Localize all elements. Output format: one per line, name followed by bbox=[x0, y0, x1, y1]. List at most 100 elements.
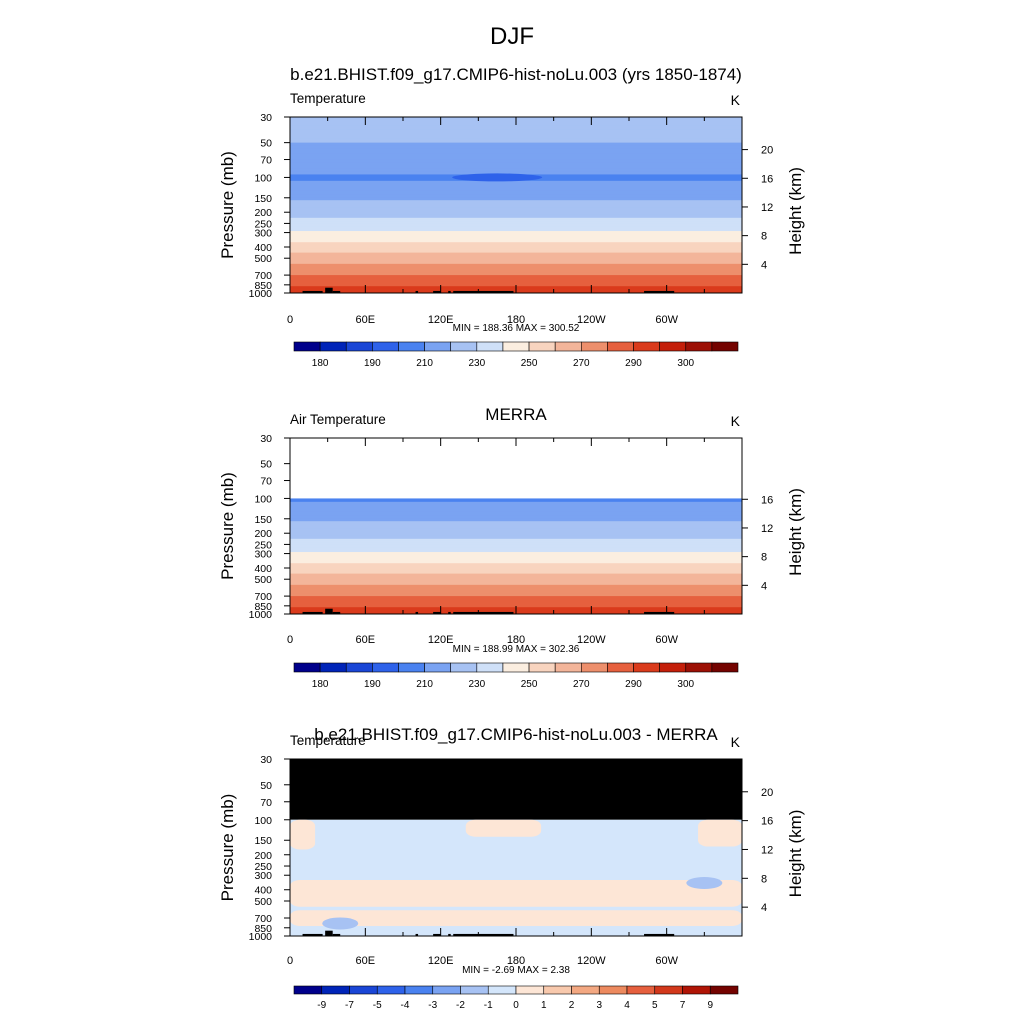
contour-band bbox=[290, 272, 742, 276]
colorbar-swatch bbox=[543, 985, 572, 995]
panel-title: b.e21.BHIST.f09_g17.CMIP6-hist-noLu.003 … bbox=[314, 725, 718, 744]
contour-band bbox=[290, 221, 742, 224]
contour-band bbox=[290, 600, 742, 604]
y-tick-label: 400 bbox=[254, 885, 272, 897]
topography bbox=[448, 290, 451, 293]
colorbar: -9 -7 -5 -4 -3 -2 -1 0 1 2 3 4 5 7 9 bbox=[293, 985, 739, 1011]
topography bbox=[453, 290, 514, 293]
colorbar-label: -2 bbox=[456, 1000, 465, 1011]
contour-band bbox=[290, 518, 742, 522]
colorbar-swatch bbox=[607, 341, 634, 352]
colorbar-swatch bbox=[398, 662, 425, 673]
colorbar-swatch bbox=[598, 985, 628, 995]
topography bbox=[332, 933, 341, 936]
contour-band bbox=[290, 226, 742, 229]
colorbar-label: 290 bbox=[625, 679, 642, 690]
contour-band bbox=[290, 145, 742, 149]
colorbar-swatch bbox=[633, 341, 660, 352]
y-tick-label: 300 bbox=[254, 549, 272, 561]
y-tick-label: 250 bbox=[254, 218, 272, 230]
height-tick-label: 4 bbox=[761, 259, 767, 271]
contour-band bbox=[290, 219, 742, 223]
y-tick-label: 400 bbox=[254, 563, 272, 575]
colorbar-label: 180 bbox=[312, 358, 329, 369]
contour-band bbox=[290, 217, 742, 221]
colorbar-swatch bbox=[682, 985, 711, 995]
contour-band bbox=[290, 266, 742, 270]
y-tick-label: 50 bbox=[260, 138, 272, 150]
colorbar: 180 190 210 230 250 270 290 300 bbox=[293, 341, 739, 369]
colorbar-swatch bbox=[450, 341, 478, 352]
y-tick-label: 150 bbox=[254, 193, 272, 205]
y-tick-label: 250 bbox=[254, 539, 272, 551]
colorbar-label: 1 bbox=[541, 1000, 547, 1011]
contour-band bbox=[290, 269, 742, 273]
topography bbox=[302, 290, 323, 293]
contour-band bbox=[290, 540, 742, 544]
topography bbox=[448, 611, 451, 614]
contour-band bbox=[290, 533, 742, 536]
topography bbox=[415, 933, 419, 936]
colorbar-swatch bbox=[554, 662, 582, 673]
contour-band bbox=[290, 538, 742, 542]
contour-band bbox=[290, 200, 742, 204]
topography bbox=[332, 611, 341, 614]
contour-band bbox=[290, 194, 742, 199]
contour-band bbox=[290, 548, 742, 552]
colorbar-label: 190 bbox=[364, 358, 381, 369]
topography bbox=[644, 290, 675, 293]
y-tick-label: 700 bbox=[254, 270, 272, 282]
contour-band bbox=[290, 239, 742, 243]
y-axis-label: Pressure (mb) bbox=[218, 794, 237, 902]
contour-band bbox=[290, 234, 742, 238]
topography bbox=[325, 287, 333, 293]
topography bbox=[302, 611, 323, 614]
contour-band bbox=[290, 528, 742, 532]
y-tick-label: 300 bbox=[254, 228, 272, 240]
topography bbox=[453, 611, 514, 614]
contour-band bbox=[290, 565, 742, 569]
y-tick-label: 850 bbox=[254, 601, 272, 613]
contour-band bbox=[290, 229, 742, 232]
contour-band bbox=[290, 180, 742, 185]
contour-band bbox=[290, 252, 742, 255]
topography bbox=[644, 611, 675, 614]
x-tick-label: 60W bbox=[655, 955, 678, 967]
x-tick-label: 60E bbox=[356, 634, 376, 646]
x-tick-label: 120W bbox=[577, 634, 606, 646]
topography bbox=[433, 933, 441, 936]
colorbar-swatch bbox=[293, 341, 321, 352]
height-tick-label: 8 bbox=[761, 231, 767, 243]
contour-band bbox=[290, 526, 742, 529]
x-tick-label: 120W bbox=[577, 955, 606, 967]
contour-band bbox=[290, 587, 742, 591]
x-tick-label: 0 bbox=[287, 955, 293, 967]
colorbar-label: 300 bbox=[677, 358, 694, 369]
contour-band bbox=[290, 254, 742, 257]
y-axis-label: Pressure (mb) bbox=[218, 472, 237, 580]
topography bbox=[453, 933, 514, 936]
min-max-label: MIN = 188.36 MAX = 300.52 bbox=[453, 323, 580, 334]
contour-band bbox=[290, 184, 742, 189]
height-tick-label: 12 bbox=[761, 844, 773, 856]
contour-band bbox=[290, 602, 742, 605]
y-tick-label: 1000 bbox=[249, 609, 273, 621]
panel-title: MERRA bbox=[485, 405, 547, 424]
colorbar-swatch bbox=[372, 662, 399, 673]
colorbar-swatch bbox=[528, 341, 556, 352]
colorbar-label: 210 bbox=[416, 358, 433, 369]
y-tick-label: 1000 bbox=[249, 931, 273, 943]
colorbar-swatch bbox=[633, 662, 660, 673]
contour-band bbox=[290, 530, 742, 534]
y-tick-label: 150 bbox=[254, 835, 272, 847]
colorbar-label: 190 bbox=[364, 679, 381, 690]
panel-diff: b.e21.BHIST.f09_g17.CMIP6-hist-noLu.003 … bbox=[218, 725, 805, 1011]
positive-anomaly-region bbox=[290, 910, 742, 926]
contour-band bbox=[290, 276, 742, 279]
colorbar-label: 9 bbox=[707, 1000, 713, 1011]
colorbar-swatch bbox=[659, 662, 687, 673]
y-tick-label: 500 bbox=[254, 253, 272, 265]
colorbar-swatch bbox=[711, 341, 739, 352]
y-tick-label: 70 bbox=[260, 476, 272, 488]
contour-band bbox=[290, 151, 742, 155]
